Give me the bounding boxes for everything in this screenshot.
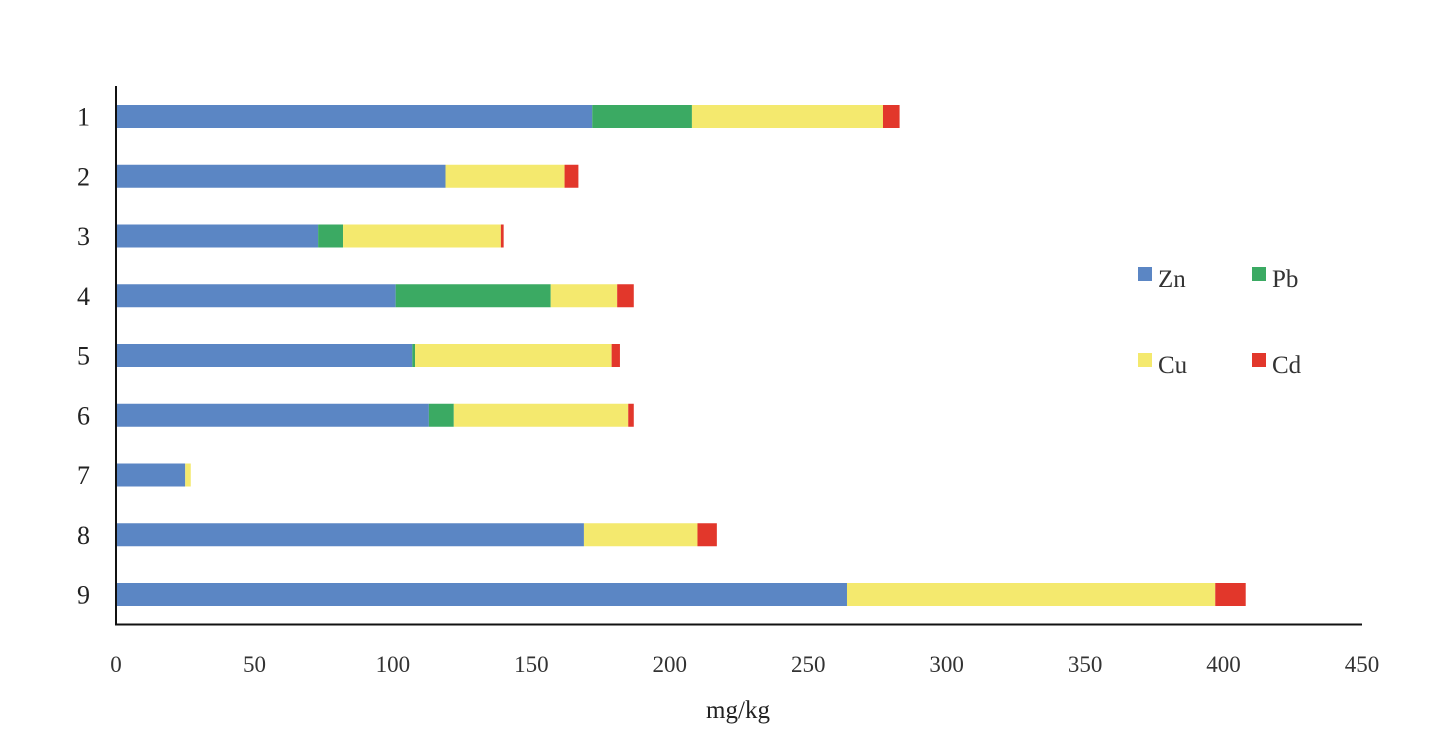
bar-5-cd bbox=[611, 344, 620, 367]
bar-1-pb bbox=[592, 105, 692, 128]
bar-7-zn bbox=[116, 463, 186, 487]
bar-5-pb bbox=[412, 344, 416, 367]
x-tick-label: 300 bbox=[929, 652, 964, 677]
legend-swatch-cu bbox=[1138, 353, 1152, 367]
category-label: 2 bbox=[77, 162, 90, 191]
bar-8-cd bbox=[697, 523, 717, 547]
legend-swatch-zn bbox=[1138, 267, 1152, 281]
x-tick-label: 100 bbox=[376, 652, 411, 677]
x-tick-label: 200 bbox=[653, 652, 688, 677]
category-label: 1 bbox=[77, 103, 90, 132]
x-tick-label: 350 bbox=[1068, 652, 1103, 677]
bar-6-cd bbox=[628, 403, 634, 427]
legend-label-zn: Zn bbox=[1158, 266, 1186, 293]
bar-3-pb bbox=[318, 224, 344, 248]
legend-label-cd: Cd bbox=[1272, 352, 1302, 379]
x-tick-label: 450 bbox=[1345, 652, 1380, 677]
bar-3-zn bbox=[116, 224, 319, 248]
legend-label-cu: Cu bbox=[1158, 352, 1188, 379]
bar-6-zn bbox=[116, 403, 429, 427]
bar-3-cd bbox=[500, 224, 504, 248]
legend-swatch-cd bbox=[1252, 353, 1266, 367]
bar-7-cu bbox=[185, 463, 191, 487]
bar-5-cu bbox=[415, 344, 612, 367]
bar-6-cu bbox=[453, 403, 629, 427]
bar-5-zn bbox=[116, 344, 413, 367]
bar-1-cd bbox=[882, 105, 900, 128]
bar-9-cd bbox=[1215, 583, 1246, 606]
legend-label-pb: Pb bbox=[1272, 266, 1298, 293]
bar-9-zn bbox=[116, 583, 847, 606]
bar-1-zn bbox=[116, 105, 593, 128]
category-label: 8 bbox=[77, 521, 90, 550]
bar-4-cd bbox=[617, 284, 634, 308]
bar-3-cu bbox=[343, 224, 501, 248]
category-label: 4 bbox=[77, 282, 90, 311]
x-tick-label: 50 bbox=[243, 652, 266, 677]
bar-8-zn bbox=[116, 523, 584, 547]
category-labels: 1 2 3 4 5 6 7 8 9 bbox=[77, 103, 90, 610]
x-tick-labels: 0 50 100 150 200 250 300 350 400 450 bbox=[110, 652, 1379, 677]
x-tick-label: 400 bbox=[1206, 652, 1241, 677]
bar-6-pb bbox=[428, 403, 454, 427]
x-axis-title: mg/kg bbox=[706, 697, 770, 724]
category-label: 6 bbox=[77, 401, 90, 430]
bar-2-cd bbox=[564, 164, 579, 188]
category-label: 9 bbox=[77, 581, 90, 610]
bar-4-cu bbox=[550, 284, 618, 308]
category-label: 5 bbox=[77, 342, 90, 371]
bar-4-zn bbox=[116, 284, 396, 308]
bar-2-zn bbox=[116, 164, 446, 188]
x-tick-label: 0 bbox=[110, 652, 122, 677]
category-label: 3 bbox=[77, 222, 90, 251]
category-label: 7 bbox=[77, 461, 90, 490]
bar-1-cu bbox=[691, 105, 883, 128]
bar-2-cu bbox=[445, 164, 565, 188]
bar-4-pb bbox=[395, 284, 551, 308]
x-tick-label: 250 bbox=[791, 652, 826, 677]
legend-swatch-pb bbox=[1252, 267, 1266, 281]
bar-8-cu bbox=[583, 523, 698, 547]
x-tick-label: 150 bbox=[514, 652, 549, 677]
bar-9-cu bbox=[846, 583, 1216, 606]
legend: Zn Pb Cu Cd bbox=[1138, 266, 1302, 379]
bars-layer bbox=[116, 105, 1246, 606]
